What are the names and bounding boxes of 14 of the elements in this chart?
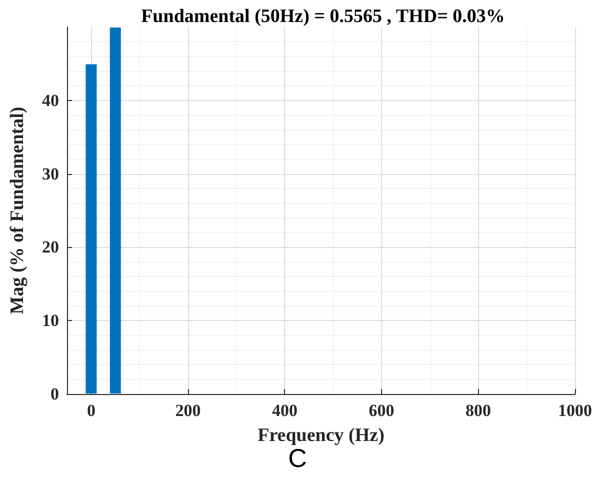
x-tick-label: 400	[272, 401, 298, 420]
x-tick-label: 800	[465, 401, 491, 420]
chart-title: Fundamental (50Hz) = 0.5565 , THD= 0.03%	[141, 6, 505, 27]
x-axis-title: Frequency (Hz)	[258, 425, 384, 446]
y-tick-label: 0	[50, 384, 59, 404]
x-tick-label: 1000	[558, 401, 592, 420]
y-tick-label: 40	[42, 90, 59, 110]
y-tick-label: 30	[42, 164, 59, 184]
x-tick-label: 200	[175, 401, 201, 420]
y-tick-label: 10	[42, 311, 59, 330]
y-tick-label: 20	[42, 238, 59, 257]
y-axis-title: Mag (% of Fundamental)	[7, 106, 28, 314]
x-tick-label: 0	[86, 401, 96, 420]
x-tick-label: 600	[368, 401, 394, 420]
